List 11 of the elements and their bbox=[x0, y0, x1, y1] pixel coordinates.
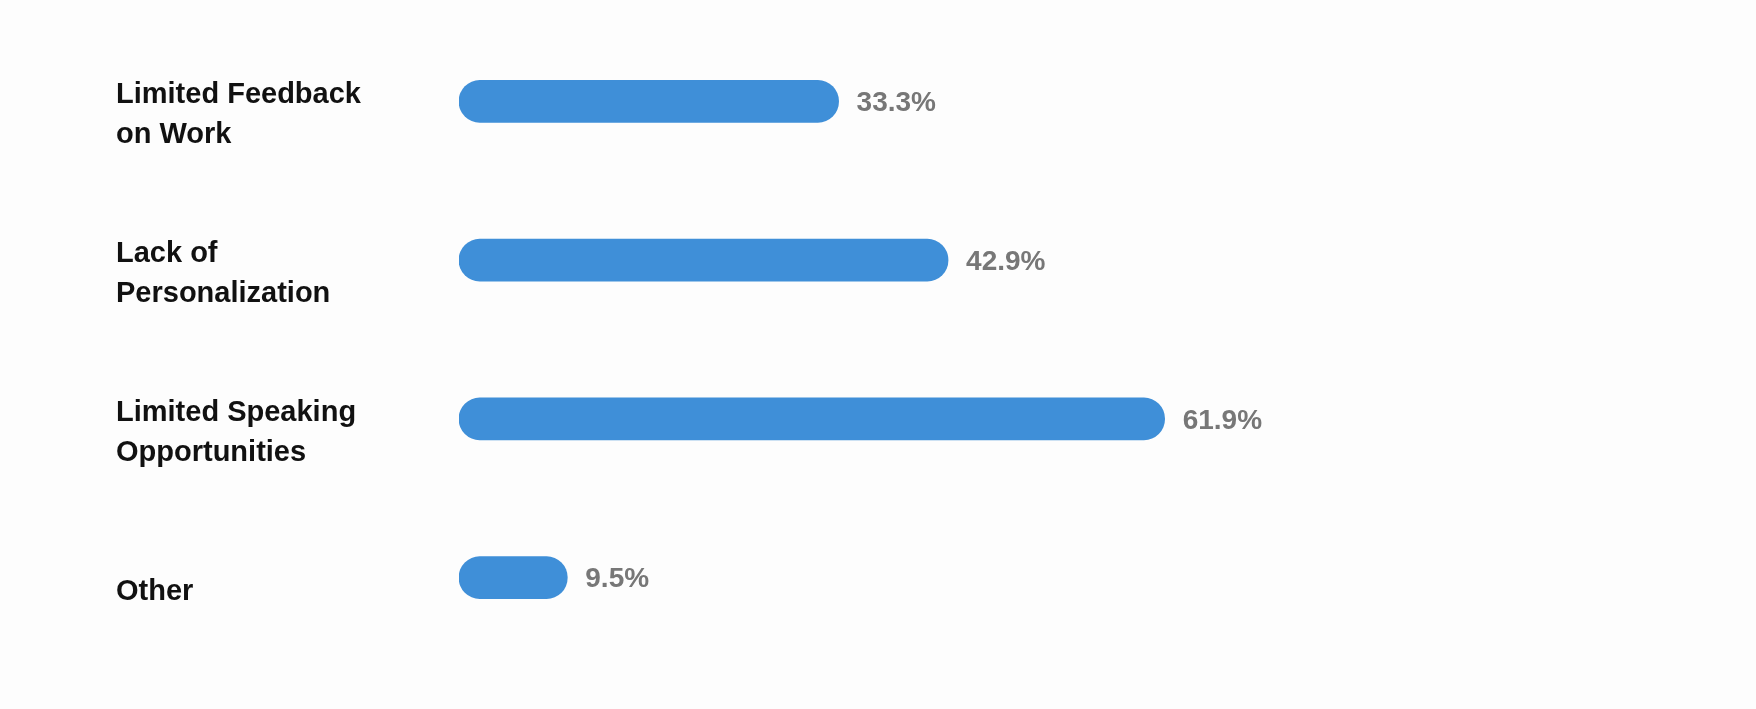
bar bbox=[459, 238, 949, 282]
y-tick-label: Limited Speaking Opportunities bbox=[116, 394, 357, 467]
bar bbox=[459, 397, 1165, 441]
y-tick-label: Limited Feedback on Work bbox=[116, 77, 362, 150]
y-tick-label: Lack of Personalization bbox=[116, 236, 331, 309]
data-label: 33.3% bbox=[856, 86, 937, 118]
bar bbox=[459, 80, 839, 123]
y-tick-label: Other bbox=[116, 573, 194, 606]
data-label: 9.5% bbox=[585, 562, 650, 594]
data-label: 61.9% bbox=[1182, 403, 1263, 435]
data-label: 42.9% bbox=[966, 244, 1046, 276]
